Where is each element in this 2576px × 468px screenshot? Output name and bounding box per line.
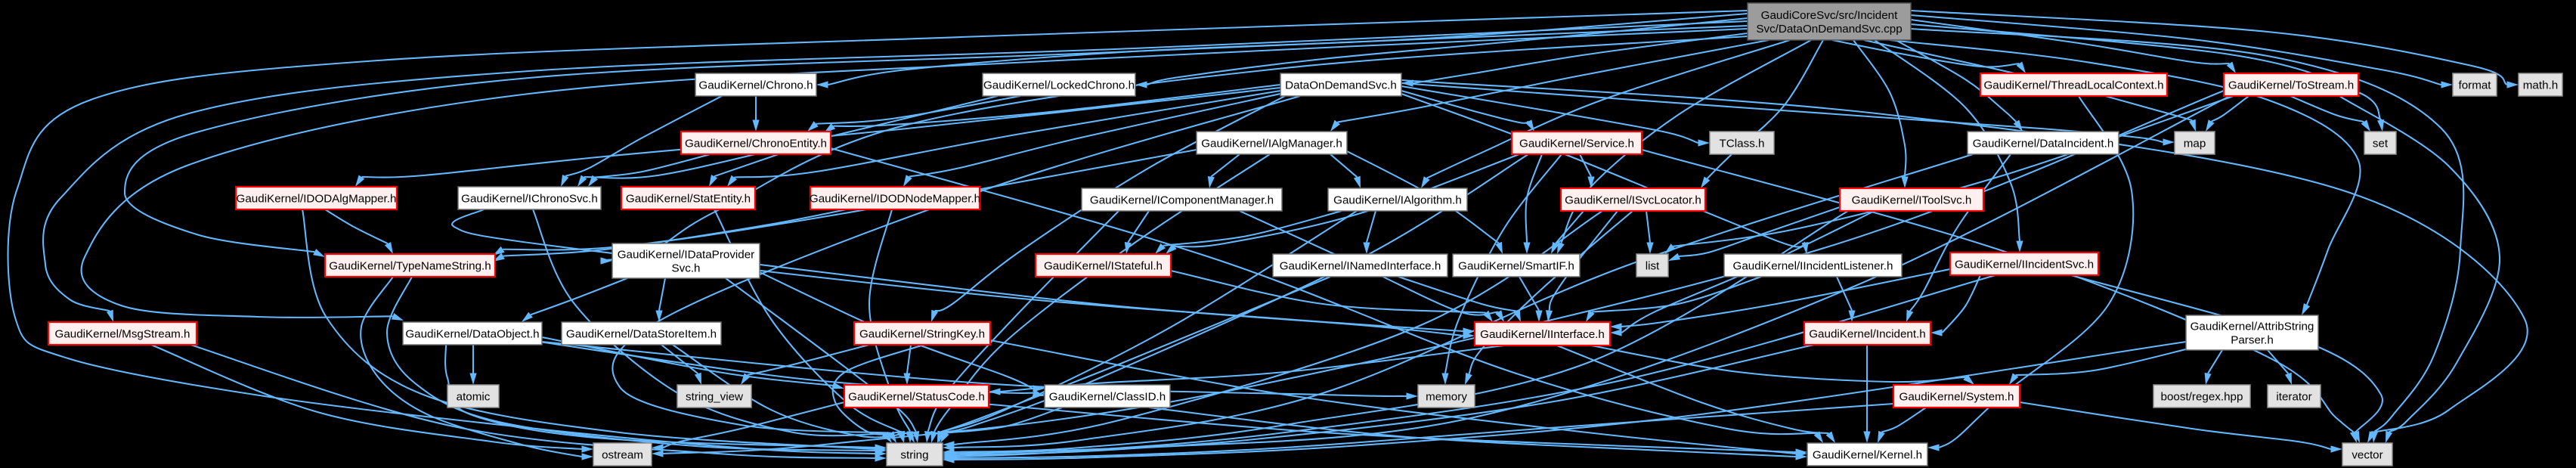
svg-text:GaudiKernel/ISvcLocator.h: GaudiKernel/ISvcLocator.h [1565, 194, 1701, 206]
svg-text:ostream: ostream [602, 448, 643, 461]
svg-text:GaudiKernel/Incident.h: GaudiKernel/Incident.h [1809, 327, 1926, 340]
svg-text:GaudiKernel/ToStream.h: GaudiKernel/ToStream.h [2228, 79, 2354, 91]
svg-text:GaudiKernel/MsgStream.h: GaudiKernel/MsgStream.h [55, 327, 190, 340]
svg-text:GaudiKernel/DataIncident.h: GaudiKernel/DataIncident.h [1973, 137, 2114, 150]
svg-text:GaudiKernel/IDataProvider: GaudiKernel/IDataProvider [618, 248, 755, 261]
svg-text:GaudiKernel/IChronoSvc.h: GaudiKernel/IChronoSvc.h [461, 192, 598, 205]
svg-text:GaudiKernel/AttribString: GaudiKernel/AttribString [2191, 320, 2314, 333]
svg-text:Svc.h: Svc.h [672, 262, 701, 274]
svg-text:string: string [900, 448, 928, 461]
svg-text:GaudiKernel/IInterface.h: GaudiKernel/IInterface.h [1480, 328, 1605, 341]
svg-text:set: set [2373, 137, 2389, 150]
svg-text:list: list [1646, 259, 1660, 272]
svg-text:memory: memory [1426, 390, 1467, 403]
svg-text:GaudiKernel/DataObject.h: GaudiKernel/DataObject.h [405, 327, 539, 340]
svg-text:GaudiKernel/IIncidentSvc.h: GaudiKernel/IIncidentSvc.h [1955, 258, 2094, 271]
svg-text:GaudiKernel/IAlgManager.h: GaudiKernel/IAlgManager.h [1201, 137, 1342, 150]
svg-text:GaudiKernel/StatusCode.h: GaudiKernel/StatusCode.h [848, 390, 985, 403]
svg-text:GaudiKernel/INamedInterface.h: GaudiKernel/INamedInterface.h [1280, 259, 1441, 272]
svg-text:GaudiKernel/LockedChrono.h: GaudiKernel/LockedChrono.h [983, 79, 1135, 91]
svg-text:TClass.h: TClass.h [1720, 137, 1765, 150]
svg-text:GaudiKernel/DataStoreItem.h: GaudiKernel/DataStoreItem.h [566, 327, 717, 340]
svg-text:GaudiCoreSvc/src/Incident: GaudiCoreSvc/src/Incident [1761, 9, 1898, 22]
svg-text:Svc/DataOnDemandSvc.cpp: Svc/DataOnDemandSvc.cpp [1756, 23, 1902, 36]
svg-text:GaudiKernel/Chrono.h: GaudiKernel/Chrono.h [698, 79, 813, 91]
svg-text:GaudiKernel/SmartIF.h: GaudiKernel/SmartIF.h [1458, 259, 1574, 272]
svg-text:GaudiKernel/IDODAlgMapper.h: GaudiKernel/IDODAlgMapper.h [237, 192, 397, 205]
svg-text:format: format [2458, 79, 2491, 91]
svg-text:GaudiKernel/ThreadLocalContext: GaudiKernel/ThreadLocalContext.h [1983, 79, 2163, 91]
svg-text:GaudiKernel/IToolSvc.h: GaudiKernel/IToolSvc.h [1852, 194, 1972, 206]
svg-text:GaudiKernel/StatEntity.h: GaudiKernel/StatEntity.h [626, 192, 751, 205]
svg-text:GaudiKernel/StringKey.h: GaudiKernel/StringKey.h [859, 327, 985, 340]
svg-text:GaudiKernel/ClassID.h: GaudiKernel/ClassID.h [1049, 390, 1166, 403]
svg-text:GaudiKernel/IStateful.h: GaudiKernel/IStateful.h [1044, 259, 1163, 272]
svg-text:GaudiKernel/IIncidentListener.: GaudiKernel/IIncidentListener.h [1733, 259, 1893, 272]
svg-text:GaudiKernel/IAlgorithm.h: GaudiKernel/IAlgorithm.h [1333, 194, 1462, 206]
svg-text:boost/regex.hpp: boost/regex.hpp [2161, 390, 2243, 403]
svg-text:GaudiKernel/Kernel.h: GaudiKernel/Kernel.h [1813, 448, 1922, 461]
svg-text:GaudiKernel/System.h: GaudiKernel/System.h [1899, 390, 2014, 403]
svg-text:vector: vector [2352, 448, 2382, 461]
svg-text:iterator: iterator [2276, 390, 2311, 403]
svg-text:GaudiKernel/IDODNodeMapper.h: GaudiKernel/IDODNodeMapper.h [810, 192, 980, 205]
svg-text:math.h: math.h [2523, 79, 2558, 91]
svg-text:atomic: atomic [457, 390, 491, 403]
svg-text:DataOnDemandSvc.h: DataOnDemandSvc.h [1285, 79, 1397, 91]
svg-text:GaudiKernel/ChronoEntity.h: GaudiKernel/ChronoEntity.h [685, 137, 827, 150]
svg-text:GaudiKernel/Service.h: GaudiKernel/Service.h [1519, 137, 1634, 150]
svg-text:GaudiKernel/IComponentManager.: GaudiKernel/IComponentManager.h [1090, 194, 1274, 206]
svg-text:GaudiKernel/TypeNameString.h: GaudiKernel/TypeNameString.h [329, 259, 491, 272]
svg-text:Parser.h: Parser.h [2231, 333, 2274, 346]
svg-text:string_view: string_view [686, 390, 743, 403]
svg-text:map: map [2184, 137, 2206, 150]
